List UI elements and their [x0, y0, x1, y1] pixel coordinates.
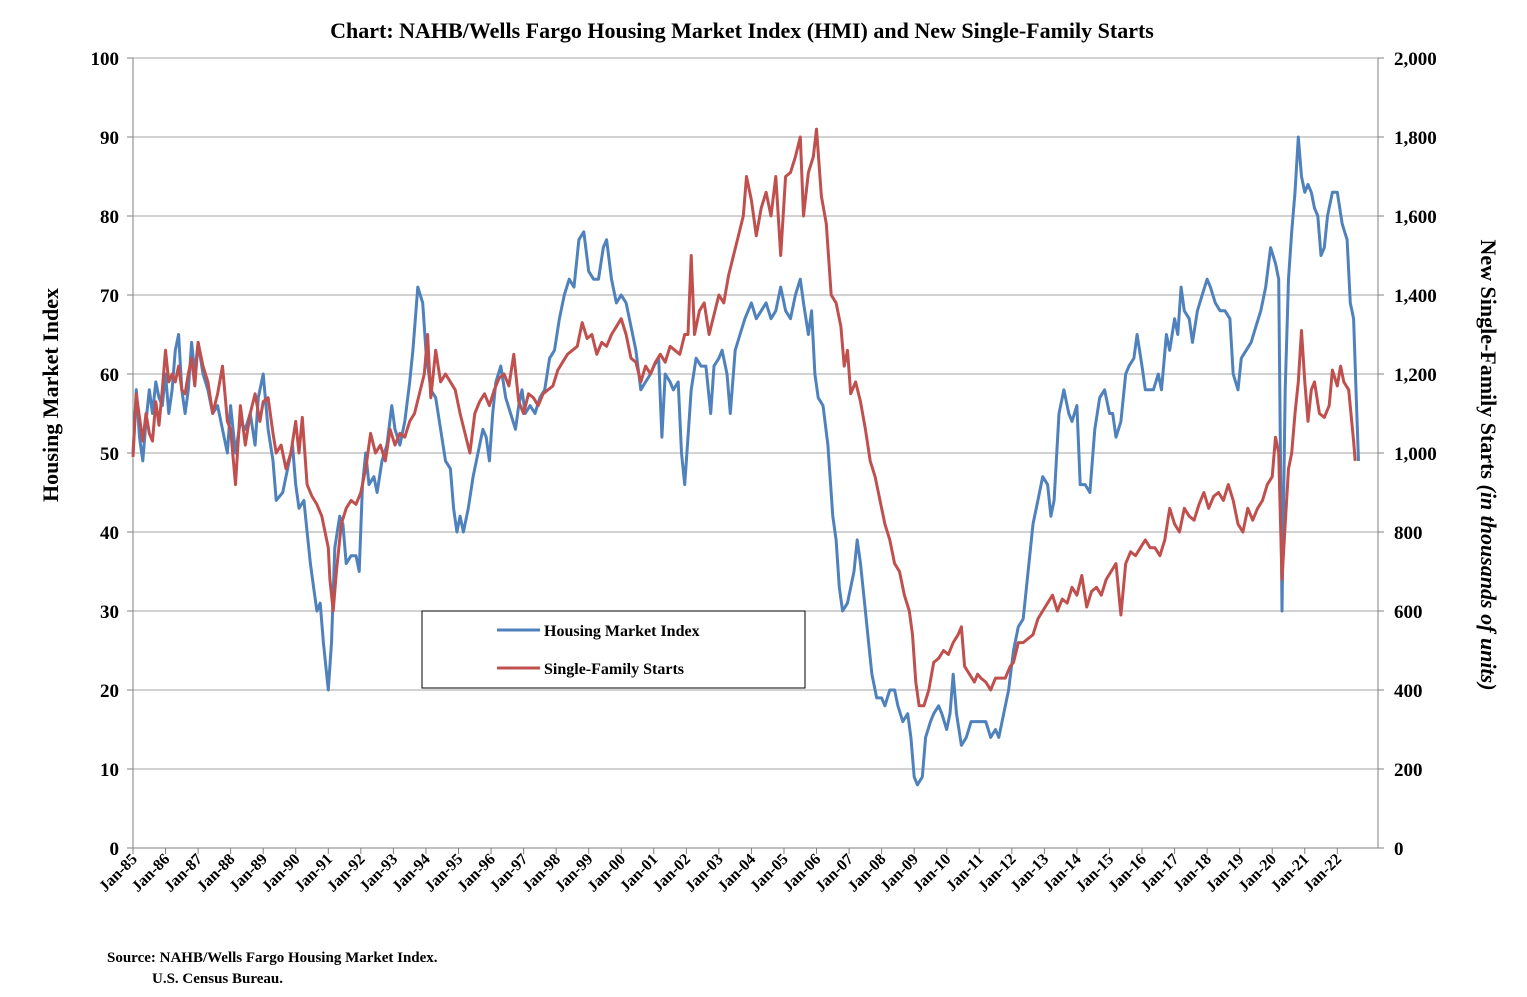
y-axis-left-title: Housing Market Index: [38, 288, 63, 502]
y-right-tick-label: 1,600: [1394, 207, 1437, 228]
source-line-1: Source: NAHB/Wells Fargo Housing Market …: [107, 950, 438, 966]
plot-area: 0 10 20 30 40 50 60 70 80 90 100 0 200 400 600 800 1,000…: [91, 49, 1437, 896]
y-left-tick-label: 20: [100, 681, 119, 702]
chart-title: Chart: NAHB/Wells Fargo Housing Market I…: [330, 18, 1154, 43]
y-axis-right-title: New Single-Family Starts (in thousands o…: [1476, 239, 1501, 690]
y-left-tick-label: 100: [91, 49, 120, 70]
legend-label-starts: Single-Family Starts: [544, 661, 684, 678]
series-line-single-family-starts: [131, 127, 1357, 708]
y-right-tick-label: 2,000: [1394, 49, 1437, 70]
y-left-tick-label: 10: [100, 760, 119, 781]
y-left-tick-label: 70: [100, 286, 119, 307]
y-left-tick-label: 90: [100, 128, 119, 149]
y-left-tick-label: 50: [100, 444, 119, 465]
y-right-tick-label: 1,200: [1394, 365, 1437, 386]
y-right-tick-label: 1,800: [1394, 128, 1437, 149]
y-left-tick-label: 0: [110, 839, 120, 860]
y-right-tick-label: 200: [1394, 760, 1423, 781]
y-left-tick-label: 80: [100, 207, 119, 228]
y-right-tick-label: 600: [1394, 602, 1423, 623]
y-axis-right-title-main: New Single-Family Starts: [1476, 239, 1501, 484]
legend-label-hmi: Housing Market Index: [544, 623, 700, 640]
source-line-2: U.S. Census Bureau.: [107, 971, 284, 987]
y-axis-right-title-unit: (in thousands of units): [1476, 485, 1501, 691]
y-left-tick-label: 30: [100, 602, 119, 623]
source-note: Source: NAHB/Wells Fargo Housing Market …: [107, 948, 438, 990]
y-right-tick-label: 1,400: [1394, 286, 1437, 307]
y-left-tick-label: 40: [100, 523, 119, 544]
y-right-tick-label: 0: [1394, 839, 1404, 860]
y-right-tick-label: 800: [1394, 523, 1423, 544]
y-right-tick-label: 400: [1394, 681, 1423, 702]
series-line-housing-market-index: [131, 135, 1360, 787]
y-right-tick-label: 1,000: [1394, 444, 1437, 465]
legend: Housing Market Index Single-Family Start…: [421, 610, 806, 689]
y-left-tick-label: 60: [100, 365, 119, 386]
